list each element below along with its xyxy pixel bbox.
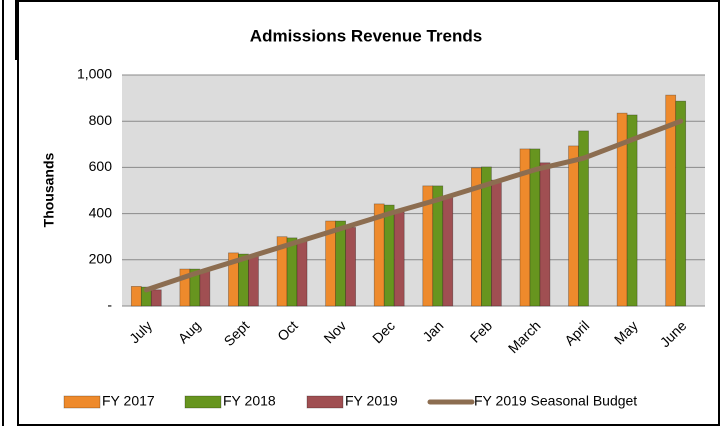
bar [248,255,259,307]
bar [335,220,346,307]
bar [578,130,589,307]
legend-label: FY 2017 [102,393,155,409]
bar [491,179,502,307]
y-tick-label: 800 [89,112,113,128]
legend-label: FY 2018 [223,393,276,409]
bar [345,227,356,307]
bar [568,145,579,307]
y-tick-label: 600 [89,158,113,174]
y-tick-label: 1,000 [77,66,112,82]
bar [130,286,142,307]
bar [675,100,687,307]
bar [539,162,551,307]
y-axis-label: Thousands [41,152,57,227]
legend-swatch [63,395,101,409]
bar [150,289,162,307]
y-tick-label: - [107,297,112,313]
bar [432,185,444,307]
legend-swatch [184,395,222,409]
line-series [143,118,684,293]
bar [393,211,405,307]
y-tick-label: 400 [89,204,113,220]
legend-label: FY 2019 Seasonal Budget [474,393,637,409]
bar [296,240,308,307]
bar [383,204,395,307]
bar [626,114,638,307]
bar [199,269,211,307]
chart-title: Admissions Revenue Trends [250,26,482,45]
legend-label: FY 2019 [345,393,398,409]
bar [286,237,298,307]
bar [442,195,454,307]
legend-swatch [306,395,344,409]
y-tick-label: 200 [89,251,113,267]
